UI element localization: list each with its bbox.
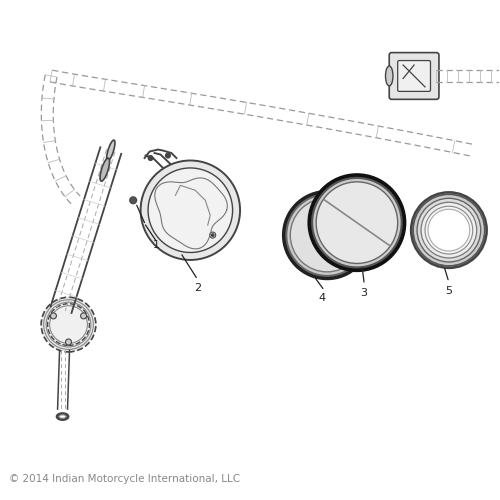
Circle shape (428, 209, 470, 251)
Circle shape (66, 339, 71, 345)
Circle shape (130, 197, 136, 204)
Circle shape (212, 234, 214, 236)
Circle shape (312, 178, 402, 268)
Circle shape (48, 304, 90, 346)
Text: 1: 1 (153, 240, 160, 250)
Text: 3: 3 (360, 288, 368, 298)
Circle shape (41, 297, 96, 352)
FancyBboxPatch shape (398, 60, 430, 92)
Text: 4: 4 (318, 292, 326, 302)
Circle shape (413, 194, 484, 266)
Ellipse shape (386, 66, 393, 86)
Circle shape (210, 232, 216, 238)
Circle shape (309, 175, 404, 270)
Circle shape (290, 198, 364, 272)
Text: © 2014 Indian Motorcycle International, LLC: © 2014 Indian Motorcycle International, … (9, 474, 240, 484)
FancyBboxPatch shape (389, 52, 439, 100)
Text: 2: 2 (194, 283, 202, 293)
Circle shape (284, 192, 371, 279)
Circle shape (417, 198, 480, 262)
Circle shape (425, 206, 473, 254)
Circle shape (140, 160, 240, 260)
Ellipse shape (57, 414, 68, 420)
Circle shape (50, 313, 56, 319)
Circle shape (148, 156, 153, 160)
Circle shape (421, 202, 476, 258)
Circle shape (80, 313, 86, 319)
Ellipse shape (106, 140, 115, 161)
Ellipse shape (100, 158, 110, 181)
Circle shape (316, 182, 398, 264)
Text: 5: 5 (445, 286, 452, 296)
Circle shape (148, 168, 232, 252)
Circle shape (411, 192, 486, 268)
Ellipse shape (59, 415, 66, 418)
Circle shape (286, 194, 368, 276)
Circle shape (166, 153, 170, 158)
